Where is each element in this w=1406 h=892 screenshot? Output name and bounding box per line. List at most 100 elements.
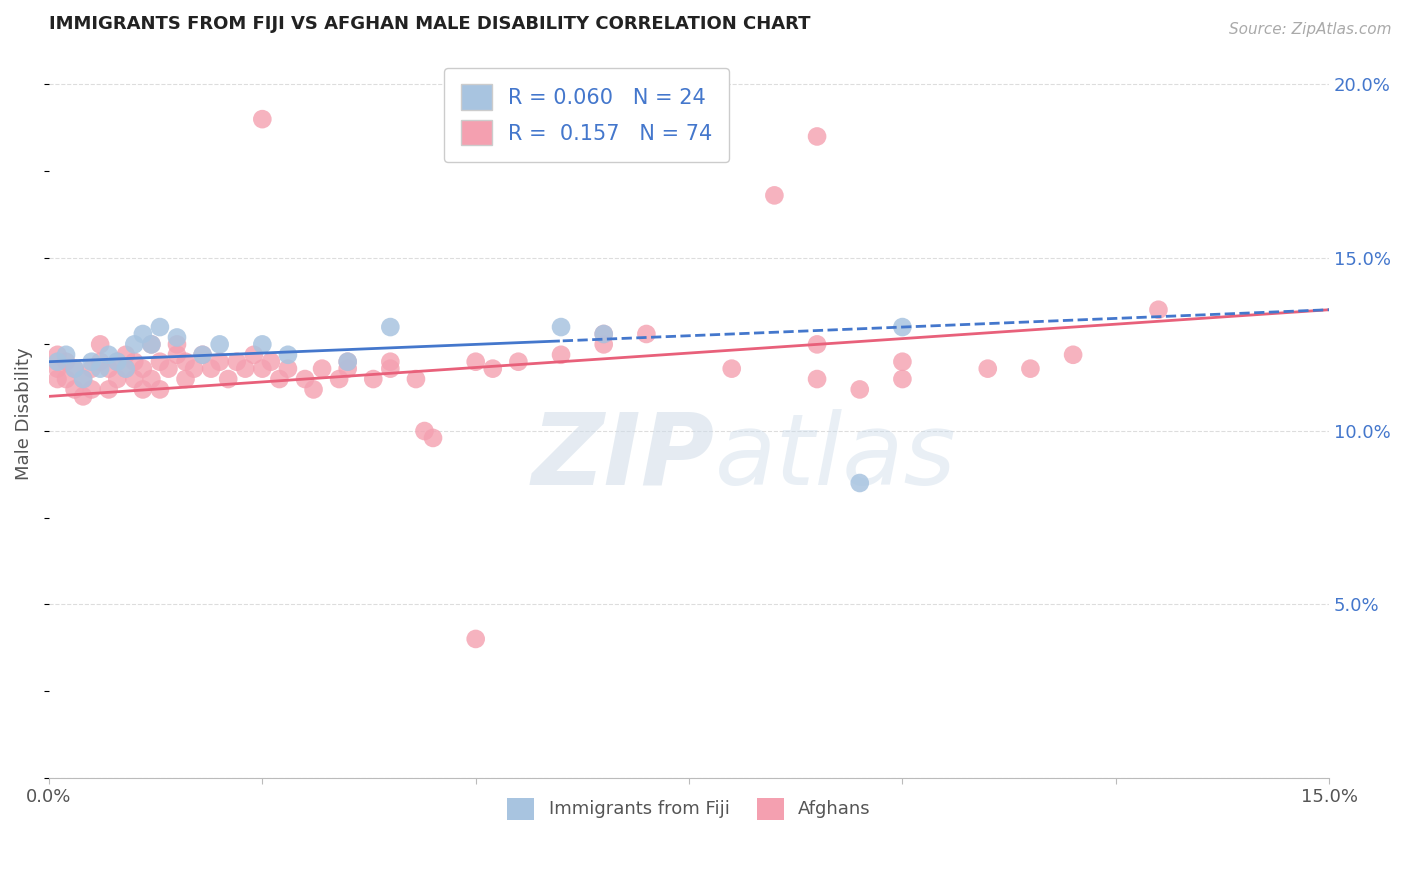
Text: atlas: atlas	[714, 409, 956, 506]
Point	[80, 355, 103, 369]
Text: Source: ZipAtlas.com: Source: ZipAtlas.com	[1229, 22, 1392, 37]
Point	[157, 361, 180, 376]
Point	[80, 383, 103, 397]
Point	[508, 355, 530, 369]
Point	[592, 326, 614, 341]
Point	[592, 337, 614, 351]
Point	[174, 372, 197, 386]
Point	[124, 372, 146, 386]
Point	[97, 348, 120, 362]
Point	[380, 361, 402, 376]
Point	[105, 372, 128, 386]
Point	[97, 361, 120, 376]
Legend: Immigrants from Fiji, Afghans: Immigrants from Fiji, Afghans	[501, 790, 879, 827]
Point	[149, 320, 172, 334]
Point	[260, 355, 283, 369]
Point	[46, 355, 69, 369]
Text: ZIP: ZIP	[531, 409, 714, 506]
Point	[97, 383, 120, 397]
Point	[336, 355, 359, 369]
Point	[977, 361, 1000, 376]
Point	[72, 372, 94, 386]
Point	[208, 337, 231, 351]
Point	[294, 372, 316, 386]
Point	[63, 361, 86, 376]
Point	[720, 361, 742, 376]
Point	[328, 372, 350, 386]
Point	[132, 326, 155, 341]
Point	[191, 348, 214, 362]
Point	[225, 355, 247, 369]
Point	[277, 361, 299, 376]
Point	[252, 361, 274, 376]
Point	[806, 129, 828, 144]
Point	[252, 112, 274, 127]
Point	[380, 320, 402, 334]
Text: IMMIGRANTS FROM FIJI VS AFGHAN MALE DISABILITY CORRELATION CHART: IMMIGRANTS FROM FIJI VS AFGHAN MALE DISA…	[49, 15, 810, 33]
Point	[891, 320, 914, 334]
Point	[174, 355, 197, 369]
Point	[806, 337, 828, 351]
Point	[63, 361, 86, 376]
Point	[311, 361, 333, 376]
Point	[89, 355, 111, 369]
Point	[46, 361, 69, 376]
Point	[114, 348, 136, 362]
Point	[141, 372, 163, 386]
Point	[124, 355, 146, 369]
Point	[277, 348, 299, 362]
Point	[105, 355, 128, 369]
Point	[89, 361, 111, 376]
Point	[422, 431, 444, 445]
Point	[132, 383, 155, 397]
Point	[243, 348, 266, 362]
Point	[149, 383, 172, 397]
Point	[891, 355, 914, 369]
Point	[269, 372, 291, 386]
Y-axis label: Male Disability: Male Disability	[15, 347, 32, 480]
Point	[46, 348, 69, 362]
Point	[166, 337, 188, 351]
Point	[55, 348, 77, 362]
Point	[208, 355, 231, 369]
Point	[89, 337, 111, 351]
Point	[124, 337, 146, 351]
Point	[55, 355, 77, 369]
Point	[336, 355, 359, 369]
Point	[763, 188, 786, 202]
Point	[1019, 361, 1042, 376]
Point	[481, 361, 503, 376]
Point	[380, 355, 402, 369]
Point	[848, 383, 870, 397]
Point	[63, 383, 86, 397]
Point	[806, 372, 828, 386]
Point	[72, 372, 94, 386]
Point	[233, 361, 256, 376]
Point	[141, 337, 163, 351]
Point	[80, 361, 103, 376]
Point	[166, 348, 188, 362]
Point	[413, 424, 436, 438]
Point	[464, 632, 486, 646]
Point	[191, 348, 214, 362]
Point	[1062, 348, 1084, 362]
Point	[302, 383, 325, 397]
Point	[891, 372, 914, 386]
Point	[183, 361, 205, 376]
Point	[132, 361, 155, 376]
Point	[105, 355, 128, 369]
Point	[361, 372, 384, 386]
Point	[592, 326, 614, 341]
Point	[252, 337, 274, 351]
Point	[72, 389, 94, 403]
Point	[114, 361, 136, 376]
Point	[550, 348, 572, 362]
Point	[636, 326, 658, 341]
Point	[114, 361, 136, 376]
Point	[166, 330, 188, 344]
Point	[149, 355, 172, 369]
Point	[336, 361, 359, 376]
Point	[405, 372, 427, 386]
Point	[46, 372, 69, 386]
Point	[464, 355, 486, 369]
